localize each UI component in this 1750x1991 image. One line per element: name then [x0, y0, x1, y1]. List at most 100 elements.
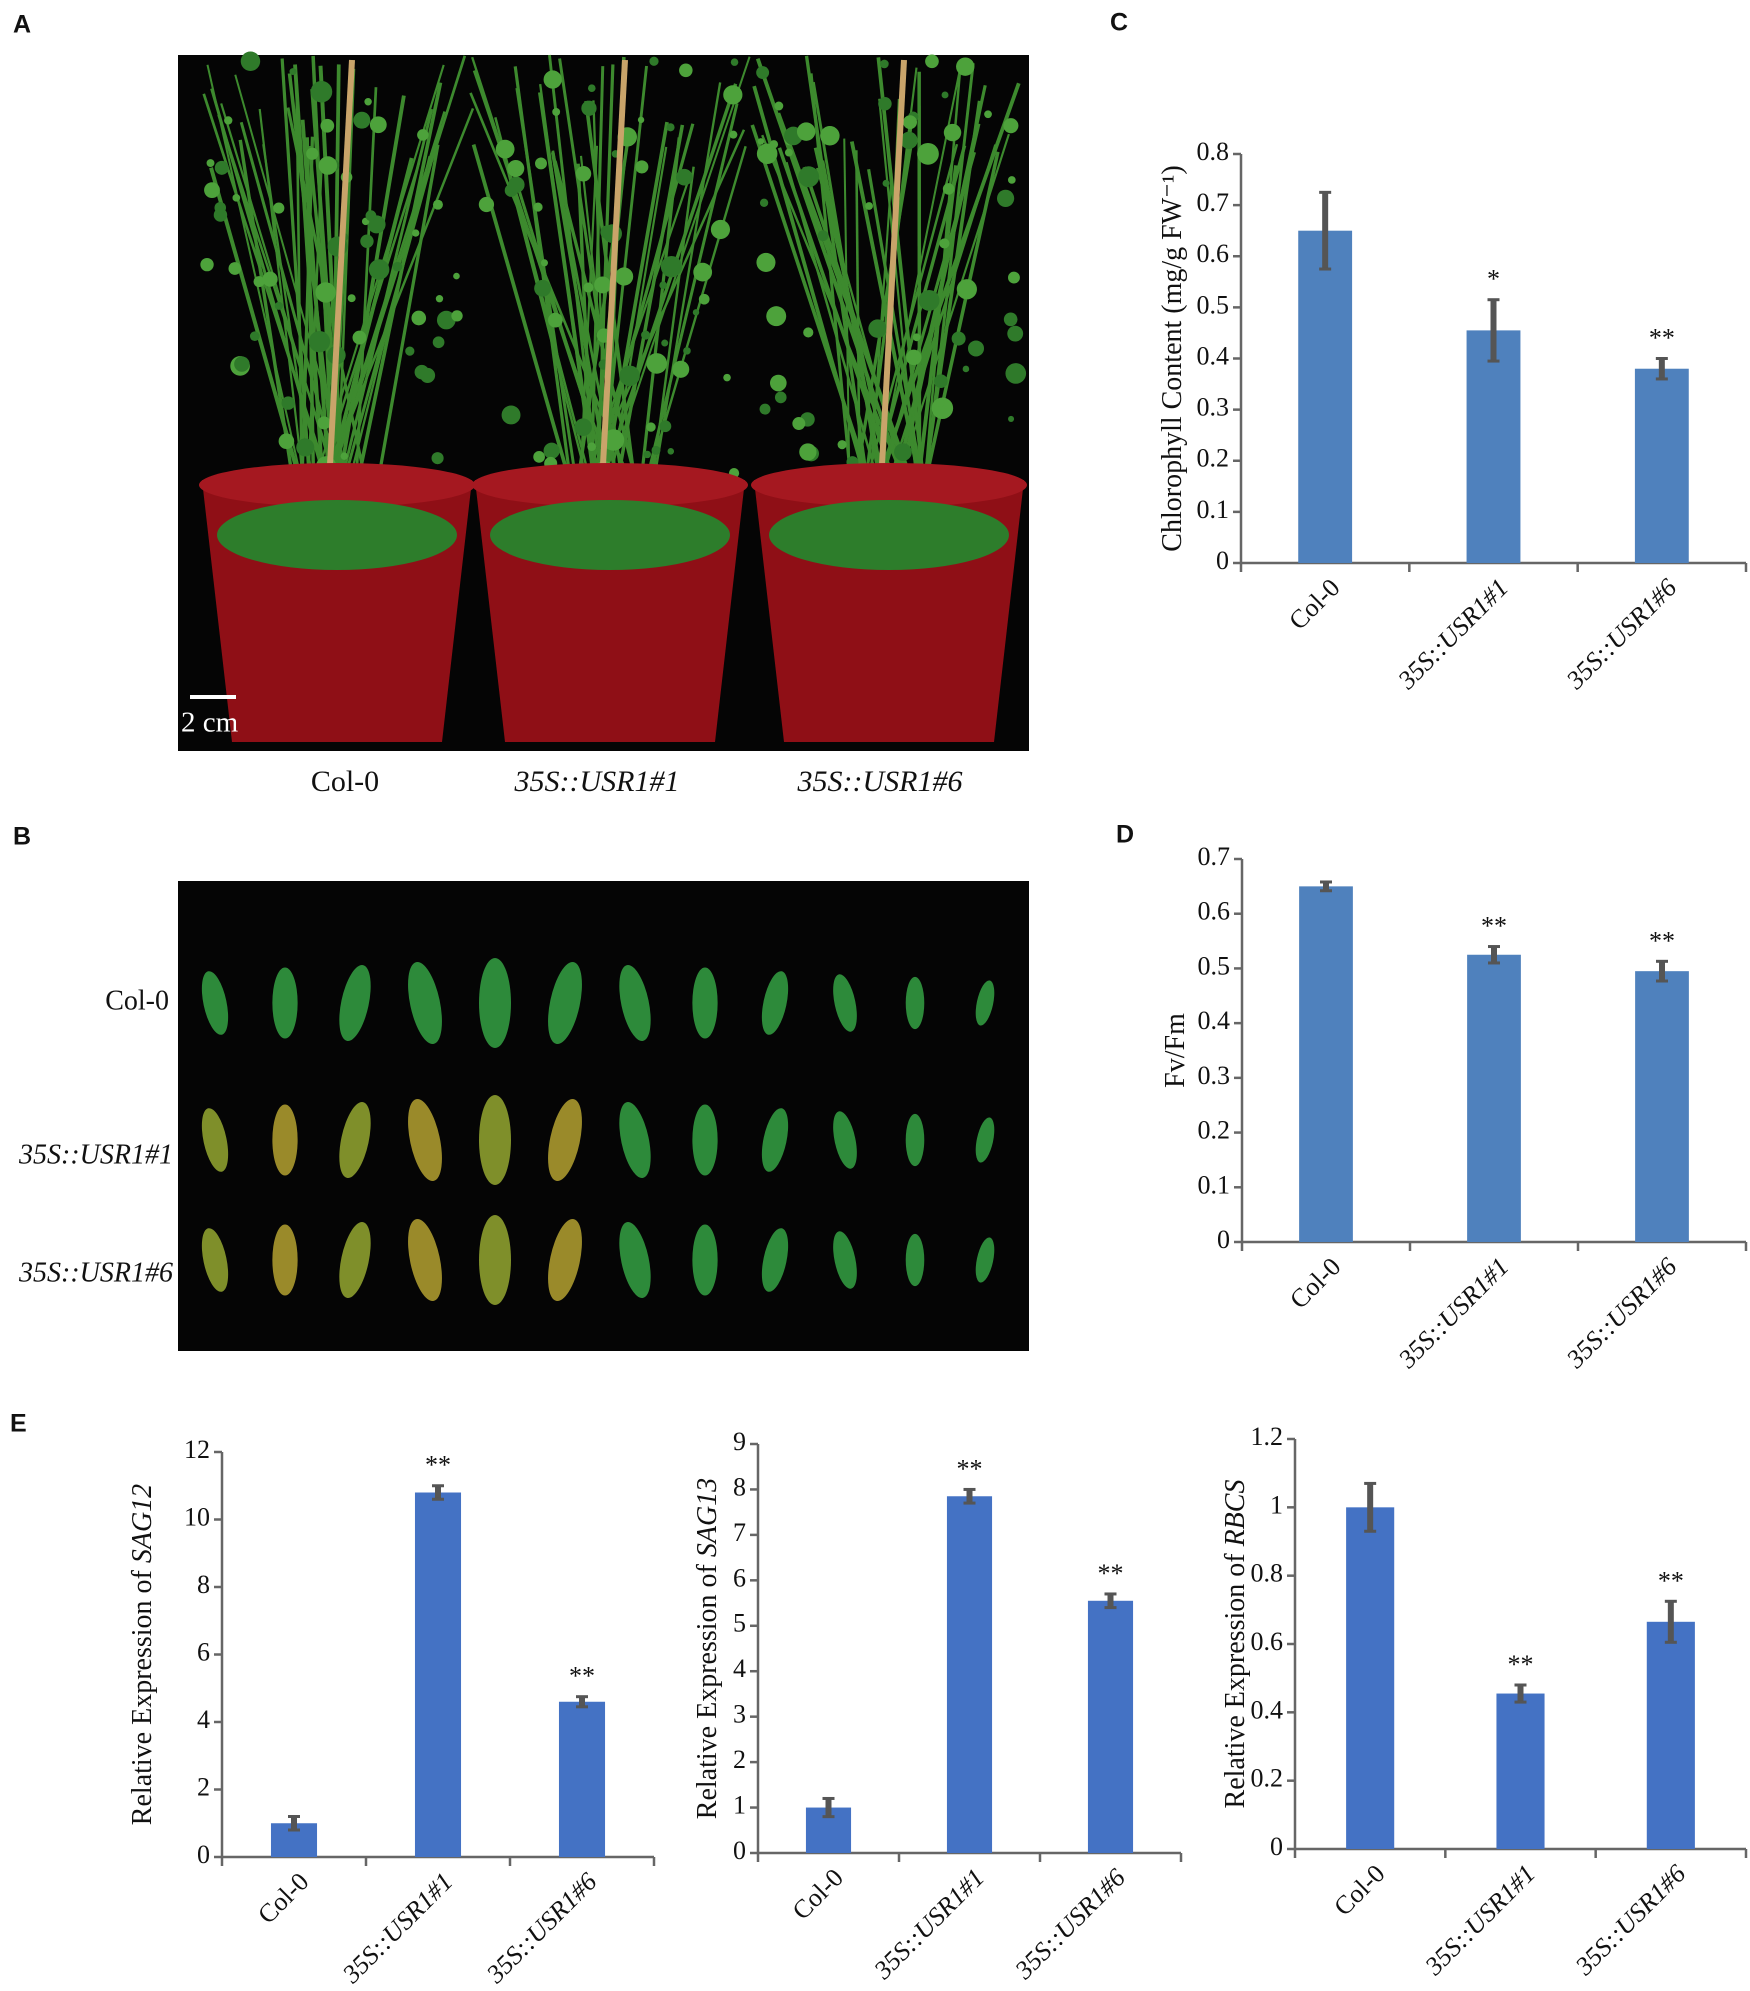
y-tick-label: 0.2 [1251, 1764, 1284, 1793]
leaf [548, 961, 582, 1045]
foliage [352, 330, 367, 345]
foliage [759, 403, 771, 415]
foliage [774, 101, 784, 111]
x-tick-label: 35S::USR1#1 [1392, 1252, 1514, 1374]
x-tick-label: 35S::USR1#6 [1560, 1252, 1682, 1374]
foliage [602, 429, 625, 451]
stem [646, 82, 722, 521]
significance: ** [425, 1451, 451, 1480]
foliage [478, 196, 495, 213]
foliage [417, 129, 429, 141]
leaf [905, 976, 925, 1030]
y-tick-label: 0.8 [1251, 1559, 1284, 1588]
y-axis-label-text: Fv/Fm [1160, 1013, 1191, 1088]
leaf [619, 1102, 651, 1178]
foliage [228, 262, 242, 275]
foliage [951, 331, 966, 346]
leaf [479, 1095, 511, 1185]
stem [646, 166, 695, 521]
foliage [315, 282, 336, 303]
bar [1299, 886, 1353, 1242]
stem [635, 145, 747, 521]
y-tick-label: 0 [197, 1840, 210, 1869]
significance: ** [1649, 323, 1675, 352]
foliage [587, 442, 597, 452]
foliage [200, 257, 214, 272]
foliage [1003, 118, 1019, 134]
y-tick-label: 8 [733, 1472, 746, 1501]
y-tick-label: 0.7 [1198, 842, 1231, 871]
leaf [833, 974, 857, 1032]
foliage [659, 420, 672, 433]
bar [1635, 971, 1689, 1242]
y-axis-label-gene: SAG13 [692, 1478, 723, 1557]
bar [1346, 1507, 1395, 1849]
bar [1496, 1693, 1545, 1849]
foliage [340, 452, 349, 460]
leaf [761, 1108, 789, 1172]
foliage [817, 230, 829, 242]
foliage [666, 123, 675, 132]
stem [210, 88, 338, 521]
foliage [837, 440, 847, 450]
foliage [501, 405, 521, 425]
leaf [408, 961, 442, 1045]
foliage [651, 445, 661, 455]
foliage [646, 353, 668, 374]
y-tick-label: 0.4 [1251, 1695, 1284, 1724]
foliage [729, 130, 738, 139]
y-tick-label: 0.1 [1198, 1170, 1231, 1199]
stem [286, 107, 375, 521]
stem [595, 121, 669, 521]
y-tick-label: 0.5 [1197, 290, 1230, 319]
stem [855, 150, 862, 521]
foliage [405, 346, 415, 356]
stem [209, 167, 313, 521]
foliage [676, 168, 693, 186]
foliage [310, 80, 333, 103]
leaf [548, 1218, 582, 1302]
y-axis-label-text: Relative Expression of [1220, 1546, 1251, 1808]
foliage [360, 234, 374, 248]
foliage [533, 202, 543, 212]
y-tick-label: 6 [197, 1637, 210, 1666]
panel-label: B [13, 823, 31, 851]
y-tick-label: 0.3 [1198, 1061, 1231, 1090]
y-tick-label: 10 [184, 1502, 210, 1531]
foliage [878, 96, 892, 111]
foliage [649, 56, 659, 66]
photo-label: Col-0 [311, 765, 379, 798]
panel-label: A [13, 11, 31, 39]
stem [635, 137, 681, 521]
stem [802, 166, 924, 521]
foliage [912, 333, 921, 342]
bar [558, 1701, 606, 1857]
foliage [803, 327, 814, 338]
y-axis-label-text: Relative Expression of [127, 1563, 158, 1825]
foliage [798, 166, 820, 188]
panel-label: D [1116, 821, 1134, 849]
bar [1298, 230, 1353, 563]
foliage [583, 282, 594, 293]
foliage [710, 219, 731, 240]
leaf [692, 1104, 718, 1176]
foliage [679, 63, 693, 78]
x-tick-label: Col-0 [1283, 573, 1345, 635]
leaf [408, 1218, 442, 1302]
stem [820, 160, 892, 521]
foliage [411, 310, 427, 326]
foliage [234, 356, 250, 372]
leaf [619, 965, 651, 1041]
foliage [661, 339, 669, 347]
y-axis-label-gene: RBCS [1220, 1480, 1251, 1548]
stem [338, 155, 431, 521]
stem [348, 82, 443, 521]
y-tick-label: 0.6 [1197, 239, 1230, 268]
pot-rim [751, 463, 1027, 507]
significance: ** [1649, 926, 1675, 955]
foliage [956, 57, 975, 76]
foliage [420, 367, 436, 383]
significance: ** [1098, 1559, 1124, 1588]
foliage [289, 68, 297, 76]
